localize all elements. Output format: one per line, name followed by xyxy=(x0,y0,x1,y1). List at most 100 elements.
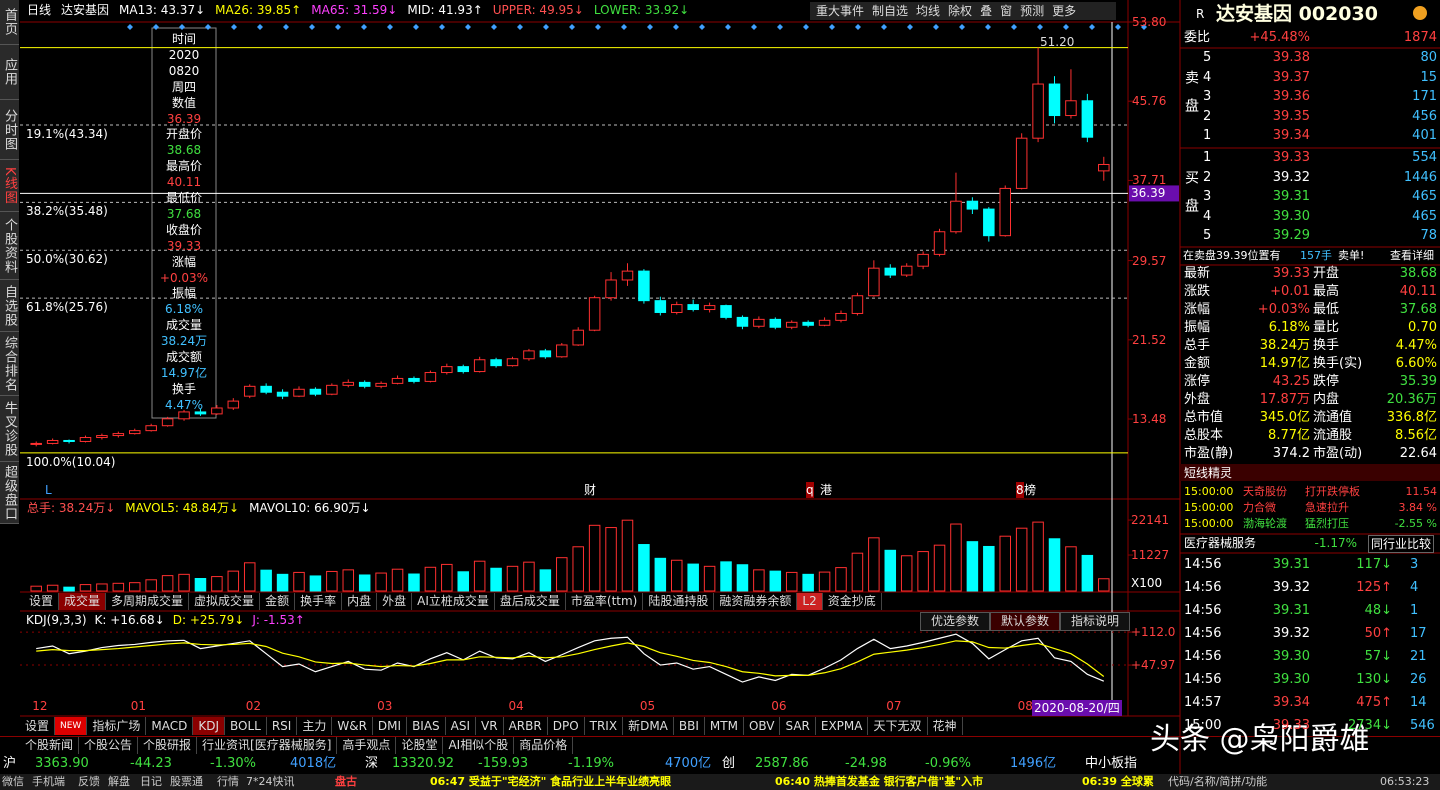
news-tab[interactable]: 个股公告 xyxy=(79,737,139,754)
indicator-tab[interactable]: SAR xyxy=(780,717,816,735)
volume-bar xyxy=(868,537,880,592)
toolbar-button[interactable]: 更多 xyxy=(1052,4,1077,18)
toolbar-button[interactable]: 制自选 xyxy=(872,4,909,18)
popup-field: 14.97亿 xyxy=(160,365,208,380)
sprite-header-bg xyxy=(1180,464,1440,481)
indicator-tab[interactable]: EXPMA xyxy=(816,717,869,735)
indicator-tab[interactable]: OBV xyxy=(744,717,781,735)
popup-field: 周四 xyxy=(171,79,197,94)
x-tick-label: 03 xyxy=(377,699,393,713)
indicator-tab[interactable]: 设置 xyxy=(20,717,56,735)
popup-field: 4.47% xyxy=(164,397,204,412)
indicator-tab[interactable]: VR xyxy=(476,717,504,735)
toolbar-button[interactable]: 除权 xyxy=(948,4,973,18)
status-item[interactable]: 盘古 xyxy=(335,775,357,788)
volume-bar xyxy=(276,573,289,592)
notice-text[interactable]: 查看详细 xyxy=(1390,249,1434,262)
volume-tab[interactable]: 成交量 xyxy=(59,593,107,610)
indicator-tab[interactable]: BOLL xyxy=(225,717,267,735)
level-number: 5 xyxy=(1203,228,1212,243)
sell-volume: 15 xyxy=(1420,69,1437,85)
toolbar-button[interactable]: 叠 xyxy=(980,4,993,18)
sidebar-tab[interactable]: 牛叉诊股 xyxy=(0,396,19,462)
status-item[interactable]: 股票通 xyxy=(170,775,203,788)
toolbar-button[interactable]: 重大事件 xyxy=(816,4,865,18)
volume-tab[interactable]: L2 xyxy=(797,593,823,610)
volume-tab[interactable]: AI立桩成交量 xyxy=(412,593,495,610)
kdj-button[interactable]: 指标说明 xyxy=(1060,612,1131,631)
toolbar-bg xyxy=(810,2,1116,20)
volume-tab[interactable]: 盘后成交量 xyxy=(495,593,566,610)
sidebar-tab[interactable]: K线图 xyxy=(0,160,19,212)
candle-body xyxy=(227,400,240,409)
volume-bar xyxy=(260,569,272,592)
indicator-tab[interactable]: ASI xyxy=(446,717,477,735)
indicator-tab[interactable]: DMI xyxy=(373,717,408,735)
tick-time: 14:56 xyxy=(1184,626,1222,641)
indicator-tab[interactable]: 新DMA xyxy=(623,717,674,735)
indicator-tab[interactable]: 天下无双 xyxy=(868,717,928,735)
indicator-tab[interactable]: RSI xyxy=(267,717,298,735)
candle-body xyxy=(523,350,535,360)
sidebar-tab[interactable]: 个股资料 xyxy=(0,212,19,280)
indicator-tab[interactable]: MTM xyxy=(705,717,744,735)
status-item[interactable]: 日记 xyxy=(140,775,162,788)
status-item[interactable]: 解盘 xyxy=(108,775,130,788)
news-tabs: 个股新闻 个股公告 个股研报 行业资讯[医疗器械服务] 高手观点 论股堂 AI相似个股 商品价… xyxy=(20,737,574,754)
toolbar-button[interactable]: 均线 xyxy=(916,4,941,18)
indicator-tab[interactable]: 花神 xyxy=(928,717,963,735)
volume-tab[interactable]: 内盘 xyxy=(342,593,378,610)
status-item[interactable]: 手机端 xyxy=(32,775,65,788)
status-item[interactable]: 反馈 xyxy=(78,775,100,788)
sidebar-tab[interactable]: 自选股 xyxy=(0,280,19,332)
news-tab[interactable]: 个股新闻 xyxy=(20,737,80,754)
news-tab[interactable]: AI相似个股 xyxy=(443,737,515,754)
indicator-tab[interactable]: TRIX xyxy=(585,717,624,735)
index-field: 4018亿 xyxy=(290,756,337,771)
indicator-tab[interactable]: BBI xyxy=(674,717,705,735)
toolbar-button[interactable]: 预测 xyxy=(1020,4,1045,18)
indicator-tab[interactable]: W&R xyxy=(332,717,373,735)
indicator-tab[interactable]: 指标广场 xyxy=(87,717,147,735)
status-item[interactable]: 行情 xyxy=(217,775,239,788)
sidebar-tab[interactable]: 应用 xyxy=(0,45,19,100)
indicator-tab[interactable]: 主力 xyxy=(297,717,333,735)
sidebar-tab[interactable]: 综合排名 xyxy=(0,332,19,396)
status-item[interactable]: 微信 xyxy=(2,775,24,788)
toolbar-button[interactable]: 窗 xyxy=(1000,4,1013,18)
news-tab[interactable]: 论股堂 xyxy=(396,737,444,754)
status-item[interactable]: 7*24快讯 xyxy=(246,775,295,788)
volume-tab[interactable]: 融资融券余额 xyxy=(714,593,798,610)
status-item[interactable]: 代码/名称/简拼/功能 xyxy=(1168,775,1268,788)
news-tab[interactable]: 高手观点 xyxy=(337,737,397,754)
news-tab[interactable]: 个股研报 xyxy=(138,737,198,754)
indicator-tab[interactable]: MACD xyxy=(146,717,194,735)
sidebar-tab[interactable]: 分时图 xyxy=(0,100,19,160)
industry-compare[interactable]: 同行业比较 xyxy=(1368,535,1435,553)
candle-body xyxy=(720,305,732,318)
news-tab[interactable]: 行业资讯[医疗器械服务] xyxy=(197,737,338,754)
indicator-tab[interactable]: DPO xyxy=(548,717,585,735)
volume-tab[interactable]: 资金抄底 xyxy=(823,593,882,610)
volume-tab[interactable]: 陆股通持股 xyxy=(643,593,715,610)
tick-price: 39.33 xyxy=(1272,718,1310,733)
kdj-button[interactable]: 默认参数 xyxy=(990,612,1061,631)
sidebar-tab[interactable]: 超级盘口 xyxy=(0,462,19,524)
indicator-tab[interactable]: KDJ xyxy=(193,717,225,735)
volume-tab[interactable]: 设置 xyxy=(24,593,60,610)
indicator-tab[interactable]: BIAS xyxy=(407,717,446,735)
volume-tab[interactable]: 外盘 xyxy=(377,593,413,610)
volume-tab[interactable]: 市盈率(ttm) xyxy=(566,593,644,610)
indicator-tab[interactable]: ARBR xyxy=(504,717,548,735)
news-tab[interactable]: 商品价格 xyxy=(514,737,574,754)
sidebar-tab[interactable]: 首页 xyxy=(0,0,19,45)
volume-tab[interactable]: 多周期成交量 xyxy=(106,593,190,610)
event-diamond xyxy=(127,24,133,30)
fib-label: 100.0%(10.04) xyxy=(26,454,116,469)
volume-tab[interactable]: 虚拟成交量 xyxy=(189,593,261,610)
kdj-button[interactable]: 优选参数 xyxy=(920,612,991,631)
volume-tab[interactable]: 换手率 xyxy=(295,593,343,610)
volume-tab[interactable]: 金额 xyxy=(260,593,296,610)
buy-volume: 465 xyxy=(1412,208,1437,224)
indicator-tab[interactable]: NEW xyxy=(55,717,88,735)
